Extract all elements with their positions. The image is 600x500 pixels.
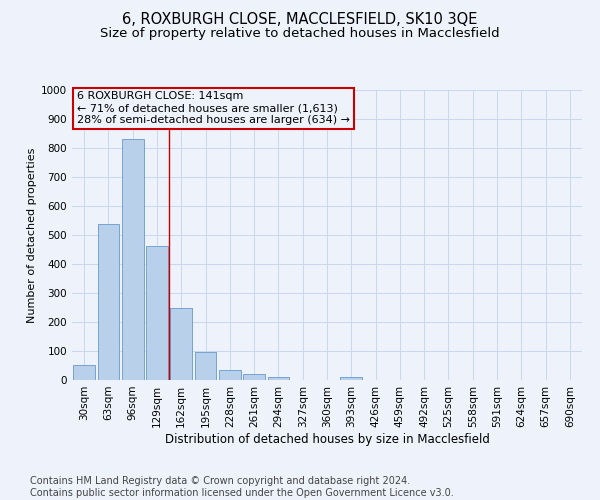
Bar bbox=[97, 224, 119, 380]
Text: 6 ROXBURGH CLOSE: 141sqm
← 71% of detached houses are smaller (1,613)
28% of sem: 6 ROXBURGH CLOSE: 141sqm ← 71% of detach… bbox=[77, 92, 350, 124]
Bar bbox=[194, 352, 217, 380]
Bar bbox=[268, 377, 289, 380]
Bar bbox=[122, 140, 143, 380]
Bar bbox=[340, 378, 362, 380]
Y-axis label: Number of detached properties: Number of detached properties bbox=[27, 148, 37, 322]
Bar bbox=[243, 374, 265, 380]
Bar bbox=[73, 364, 95, 380]
Text: Contains HM Land Registry data © Crown copyright and database right 2024.
Contai: Contains HM Land Registry data © Crown c… bbox=[30, 476, 454, 498]
Bar bbox=[170, 308, 192, 380]
Text: 6, ROXBURGH CLOSE, MACCLESFIELD, SK10 3QE: 6, ROXBURGH CLOSE, MACCLESFIELD, SK10 3Q… bbox=[122, 12, 478, 28]
X-axis label: Distribution of detached houses by size in Macclesfield: Distribution of detached houses by size … bbox=[164, 432, 490, 446]
Text: Size of property relative to detached houses in Macclesfield: Size of property relative to detached ho… bbox=[100, 28, 500, 40]
Bar bbox=[219, 370, 241, 380]
Bar bbox=[146, 246, 168, 380]
